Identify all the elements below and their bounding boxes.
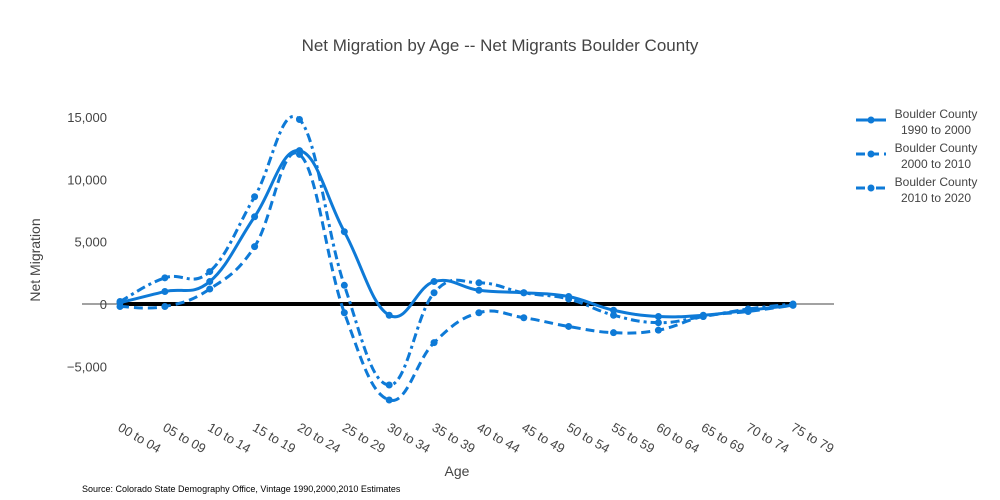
- x-tick-label: 40 to 44: [474, 420, 522, 456]
- x-tick-label: 30 to 34: [385, 420, 433, 456]
- data-point: [430, 278, 438, 286]
- series-line: [119, 151, 794, 402]
- data-point: [610, 306, 618, 314]
- legend-label: Boulder County: [895, 141, 978, 155]
- data-point: [206, 268, 214, 276]
- x-tick-label: 10 to 14: [205, 420, 253, 456]
- source-note: Source: Colorado State Demography Office…: [82, 484, 401, 494]
- data-point: [699, 312, 707, 320]
- data-point: [251, 243, 259, 251]
- data-point: [565, 322, 573, 330]
- data-point: [251, 193, 259, 201]
- data-point: [610, 311, 618, 319]
- data-point: [654, 319, 662, 327]
- legend-item[interactable]: Boulder County 2000 to 2010: [856, 141, 977, 171]
- data-point: [340, 228, 348, 236]
- data-point: [385, 311, 393, 319]
- x-tick-label: 75 to 79: [789, 420, 837, 456]
- data-point: [744, 305, 752, 313]
- data-point: [520, 314, 528, 322]
- data-point: [475, 309, 483, 317]
- x-tick-label: 65 to 69: [699, 420, 747, 456]
- legend-label: 1990 to 2000: [901, 123, 971, 137]
- legend-label: 2000 to 2010: [901, 157, 971, 171]
- x-tick-label: 55 to 59: [609, 420, 657, 456]
- legend-marker: [867, 150, 875, 158]
- data-point: [116, 298, 124, 306]
- x-tick-label: 25 to 29: [340, 420, 388, 456]
- legend-item[interactable]: Boulder County 2010 to 2020: [856, 175, 977, 205]
- data-point: [206, 285, 214, 293]
- data-point: [295, 115, 303, 123]
- y-tick-label: −5,000: [67, 359, 107, 374]
- data-point: [161, 288, 169, 296]
- data-point: [206, 278, 214, 286]
- data-point: [654, 312, 662, 320]
- legend-label: 2010 to 2020: [901, 191, 971, 205]
- legend-label: Boulder County: [895, 107, 978, 121]
- x-tick-label: 60 to 64: [654, 420, 702, 456]
- y-tick-label: 10,000: [67, 172, 107, 187]
- data-point: [161, 274, 169, 282]
- x-tick-label: 20 to 24: [295, 420, 343, 456]
- x-tick-label: 00 to 04: [116, 420, 164, 456]
- legend-marker: [867, 184, 875, 192]
- legend-label: Boulder County: [895, 175, 978, 189]
- data-point: [116, 302, 124, 310]
- data-point: [340, 309, 348, 317]
- data-point: [295, 150, 303, 158]
- data-point: [161, 302, 169, 310]
- legend-item[interactable]: Boulder County 1990 to 2000: [856, 107, 977, 137]
- chart-title: Net Migration by Age -- Net Migrants Bou…: [302, 36, 699, 55]
- data-point: [385, 381, 393, 389]
- data-point: [251, 213, 259, 221]
- data-point: [520, 289, 528, 297]
- y-tick-label: 5,000: [74, 235, 107, 250]
- x-axis-label: Age: [445, 463, 470, 479]
- y-axis-label: Net Migration: [27, 218, 43, 301]
- series-line: [119, 115, 794, 387]
- data-point: [430, 339, 438, 347]
- series-line: [119, 149, 794, 319]
- x-tick-label: 15 to 19: [250, 420, 298, 456]
- data-point: [475, 286, 483, 294]
- x-tick-label: 45 to 49: [519, 420, 567, 456]
- x-tick-label: 50 to 54: [564, 420, 612, 456]
- data-point: [340, 281, 348, 289]
- x-tick-label: 70 to 74: [744, 420, 792, 456]
- data-point: [385, 396, 393, 404]
- data-point: [475, 279, 483, 287]
- y-tick-label: 0: [100, 297, 107, 312]
- data-point: [610, 329, 618, 337]
- x-tick-label: 35 to 39: [430, 420, 478, 456]
- data-point: [654, 326, 662, 334]
- legend-marker: [867, 116, 875, 124]
- data-point: [430, 289, 438, 297]
- data-point: [789, 300, 797, 308]
- y-tick-label: 15,000: [67, 110, 107, 125]
- data-point: [565, 295, 573, 303]
- x-tick-label: 05 to 09: [160, 420, 208, 456]
